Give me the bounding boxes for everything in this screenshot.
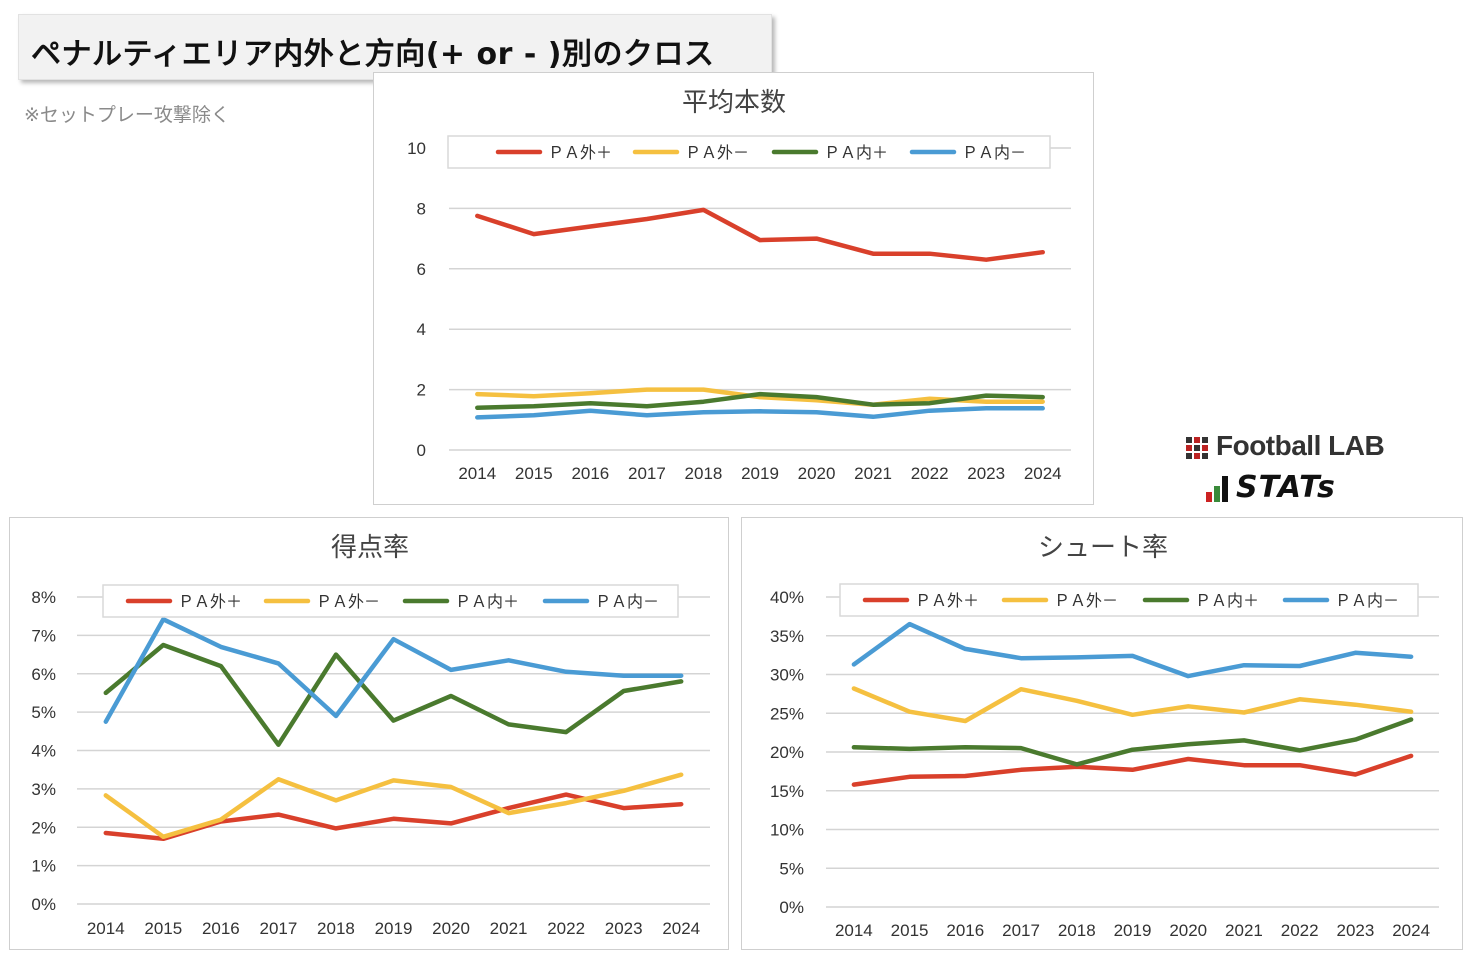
chart-panel-shot-rate: シュート率 0% 5% 10% 15% 20% 25% 30% 35% 40% 2014 2015 20… bbox=[741, 517, 1463, 950]
score-rate-chart: 得点率 0% 1% 2% 3% 4% 5% 6% 7% 8% 2014 2015 2016 2017 201… bbox=[31, 533, 710, 938]
series-line bbox=[103, 772, 684, 840]
x-tick-label: 2017 bbox=[628, 464, 666, 483]
x-tick-label: 2019 bbox=[1114, 921, 1152, 940]
y-tick-label: 25% bbox=[770, 704, 804, 723]
y-tick-label: 35% bbox=[770, 627, 804, 646]
legend-label: ＰＡ外＋ bbox=[178, 592, 242, 611]
y-tick-label: 30% bbox=[770, 666, 804, 685]
x-tick-label: 2020 bbox=[798, 464, 836, 483]
x-tick-label: 2021 bbox=[854, 464, 892, 483]
legend-label: ＰＡ外－ bbox=[1054, 591, 1118, 610]
x-tick-label: 2016 bbox=[202, 919, 240, 938]
series-line bbox=[103, 792, 684, 842]
series-line bbox=[475, 207, 1045, 262]
legend-label: ＰＡ内＋ bbox=[455, 592, 519, 611]
x-tick-label: 2017 bbox=[1002, 921, 1040, 940]
title-box: ペナルティエリア内外と方向(+ or - )別のクロス bbox=[18, 14, 772, 80]
y-tick-label: 6% bbox=[31, 665, 56, 684]
chart-panel-average-count: 平均本数 0 2 4 6 8 10 2014 2015 2016 2017 2018 2019 2020 2… bbox=[373, 72, 1094, 505]
y-tick-label: 5% bbox=[779, 859, 804, 878]
y-tick-label: 1% bbox=[31, 857, 56, 876]
y-tick-label: 7% bbox=[31, 626, 56, 645]
x-tick-label: 2022 bbox=[547, 919, 585, 938]
chart-panel-score-rate: 得点率 0% 1% 2% 3% 4% 5% 6% 7% 8% 2014 2015 2016 2017 201… bbox=[9, 517, 729, 950]
series-line bbox=[103, 642, 684, 747]
x-tick-label: 2014 bbox=[835, 921, 873, 940]
y-tick-label: 40% bbox=[770, 588, 804, 607]
y-tick-label: 10% bbox=[770, 821, 804, 840]
x-tick-label: 2018 bbox=[317, 919, 355, 938]
x-tick-label: 2015 bbox=[891, 921, 929, 940]
series-line bbox=[475, 406, 1045, 420]
legend-label: ＰＡ外＋ bbox=[915, 591, 979, 610]
y-tick-label: 2 bbox=[417, 381, 426, 400]
legend-label: ＰＡ内－ bbox=[962, 143, 1026, 162]
x-tick-label: 2023 bbox=[605, 919, 643, 938]
y-tick-label: 8% bbox=[31, 588, 56, 607]
y-tick-label: 2% bbox=[31, 818, 56, 837]
x-tick-label: 2021 bbox=[490, 919, 528, 938]
stats-bars-icon bbox=[1206, 476, 1232, 502]
x-tick-label: 2019 bbox=[375, 919, 413, 938]
y-tick-label: 0% bbox=[779, 898, 804, 917]
legend-label: ＰＡ内－ bbox=[595, 592, 659, 611]
brand-name: Football LAB bbox=[1216, 430, 1385, 461]
chart-title: 平均本数 bbox=[682, 88, 786, 118]
x-tick-label: 2023 bbox=[967, 464, 1005, 483]
x-tick-label: 2023 bbox=[1336, 921, 1374, 940]
x-tick-label: 2016 bbox=[571, 464, 609, 483]
series-line bbox=[851, 753, 1414, 787]
y-tick-label: 0 bbox=[417, 441, 426, 460]
set-play-note: ※セットプレー攻撃除く bbox=[24, 104, 230, 126]
x-tick-label: 2015 bbox=[515, 464, 553, 483]
y-tick-label: 20% bbox=[770, 743, 804, 762]
x-tick-label: 2024 bbox=[1392, 921, 1430, 940]
x-tick-label: 2015 bbox=[144, 919, 182, 938]
x-tick-label: 2024 bbox=[1024, 464, 1062, 483]
legend-label: ＰＡ外＋ bbox=[548, 143, 612, 162]
chart-title: 得点率 bbox=[331, 533, 409, 563]
x-tick-label: 2018 bbox=[1058, 921, 1096, 940]
x-tick-label: 2018 bbox=[685, 464, 723, 483]
football-lab-grid-icon bbox=[1186, 437, 1208, 459]
legend-label: ＰＡ内＋ bbox=[1195, 591, 1259, 610]
page-title: ペナルティエリア内外と方向(+ or - )別のクロス bbox=[31, 37, 715, 72]
brand-logo: Football LAB STATs bbox=[1186, 430, 1386, 506]
series-line bbox=[475, 391, 1045, 410]
y-tick-label: 3% bbox=[31, 780, 56, 799]
x-tick-label: 2014 bbox=[458, 464, 496, 483]
y-tick-label: 4 bbox=[417, 320, 426, 339]
series-line bbox=[103, 617, 684, 724]
average-count-chart: 平均本数 0 2 4 6 8 10 2014 2015 2016 2017 2018 2019 2020 2… bbox=[407, 88, 1071, 483]
y-tick-label: 15% bbox=[770, 782, 804, 801]
x-tick-label: 2022 bbox=[911, 464, 949, 483]
x-tick-label: 2020 bbox=[1169, 921, 1207, 940]
y-tick-label: 8 bbox=[417, 199, 426, 218]
legend-label: ＰＡ外－ bbox=[685, 143, 749, 162]
brand-stats-label: STATs bbox=[1236, 470, 1336, 505]
y-tick-label: 10 bbox=[407, 139, 426, 158]
legend-label: ＰＡ外－ bbox=[316, 592, 380, 611]
x-tick-label: 2016 bbox=[946, 921, 984, 940]
x-tick-label: 2021 bbox=[1225, 921, 1263, 940]
legend-label: ＰＡ内－ bbox=[1335, 591, 1399, 610]
series-line bbox=[851, 717, 1414, 767]
x-tick-label: 2020 bbox=[432, 919, 470, 938]
y-tick-label: 5% bbox=[31, 703, 56, 722]
shot-rate-chart: シュート率 0% 5% 10% 15% 20% 25% 30% 35% 40% 2014 2015 20… bbox=[770, 533, 1439, 940]
chart-title: シュート率 bbox=[1038, 533, 1168, 563]
y-tick-label: 6 bbox=[417, 260, 426, 279]
x-tick-label: 2017 bbox=[259, 919, 297, 938]
series-line bbox=[851, 686, 1414, 724]
x-tick-label: 2022 bbox=[1281, 921, 1319, 940]
x-tick-label: 2024 bbox=[662, 919, 700, 938]
series-line bbox=[851, 621, 1414, 679]
x-tick-label: 2019 bbox=[741, 464, 779, 483]
x-tick-label: 2014 bbox=[87, 919, 125, 938]
y-tick-label: 0% bbox=[31, 895, 56, 914]
y-tick-label: 4% bbox=[31, 742, 56, 761]
legend-label: ＰＡ内＋ bbox=[824, 143, 888, 162]
